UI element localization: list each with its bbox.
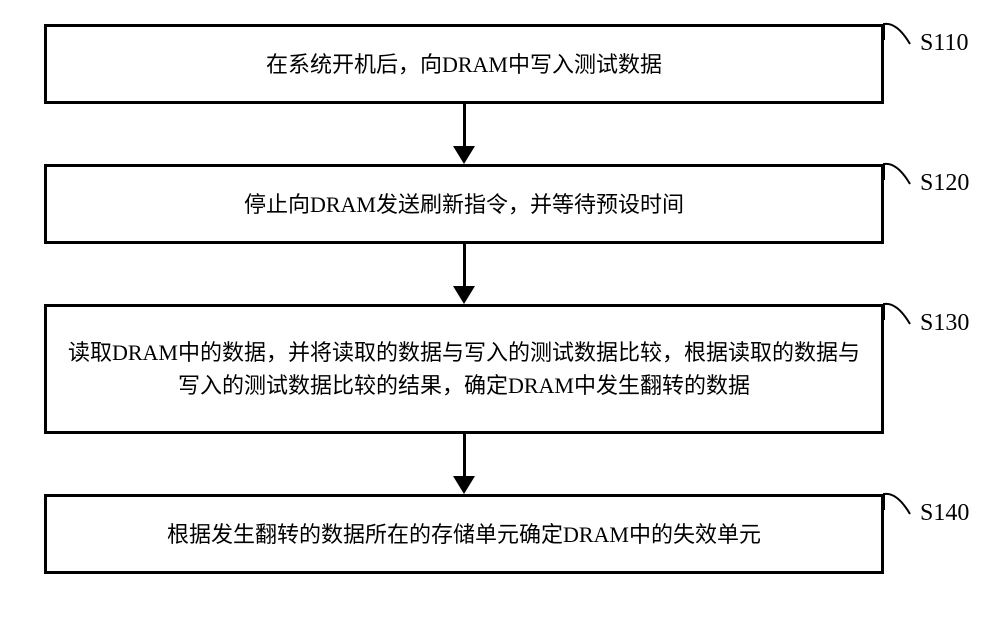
arrow-line (463, 244, 466, 286)
step-label-s120: S120 (920, 170, 969, 197)
arrow-line (463, 434, 466, 476)
flow-step-s120: 停止向DRAM发送刷新指令，并等待预设时间 (44, 164, 884, 244)
flow-step-text: 读取DRAM中的数据，并将读取的数据与写入的测试数据比较，根据读取的数据与写入的… (65, 336, 863, 402)
arrow-head-icon (453, 146, 475, 164)
step-label-s130: S130 (920, 310, 969, 337)
callout-connector (882, 162, 912, 186)
flowchart-canvas: 在系统开机后，向DRAM中写入测试数据 S110 停止向DRAM发送刷新指令，并等待… (0, 0, 1000, 620)
arrow-head-icon (453, 286, 475, 304)
step-label-s110: S110 (920, 30, 968, 57)
callout-connector (882, 492, 912, 516)
callout-connector (882, 22, 912, 46)
step-label-s140: S140 (920, 500, 969, 527)
arrow-line (463, 104, 466, 146)
flow-step-s130: 读取DRAM中的数据，并将读取的数据与写入的测试数据比较，根据读取的数据与写入的… (44, 304, 884, 434)
flow-step-text: 停止向DRAM发送刷新指令，并等待预设时间 (244, 188, 684, 221)
flow-step-s140: 根据发生翻转的数据所在的存储单元确定DRAM中的失效单元 (44, 494, 884, 574)
flow-step-s110: 在系统开机后，向DRAM中写入测试数据 (44, 24, 884, 104)
callout-connector (882, 302, 912, 326)
arrow-head-icon (453, 476, 475, 494)
flow-step-text: 根据发生翻转的数据所在的存储单元确定DRAM中的失效单元 (167, 518, 761, 551)
flow-step-text: 在系统开机后，向DRAM中写入测试数据 (266, 48, 662, 81)
